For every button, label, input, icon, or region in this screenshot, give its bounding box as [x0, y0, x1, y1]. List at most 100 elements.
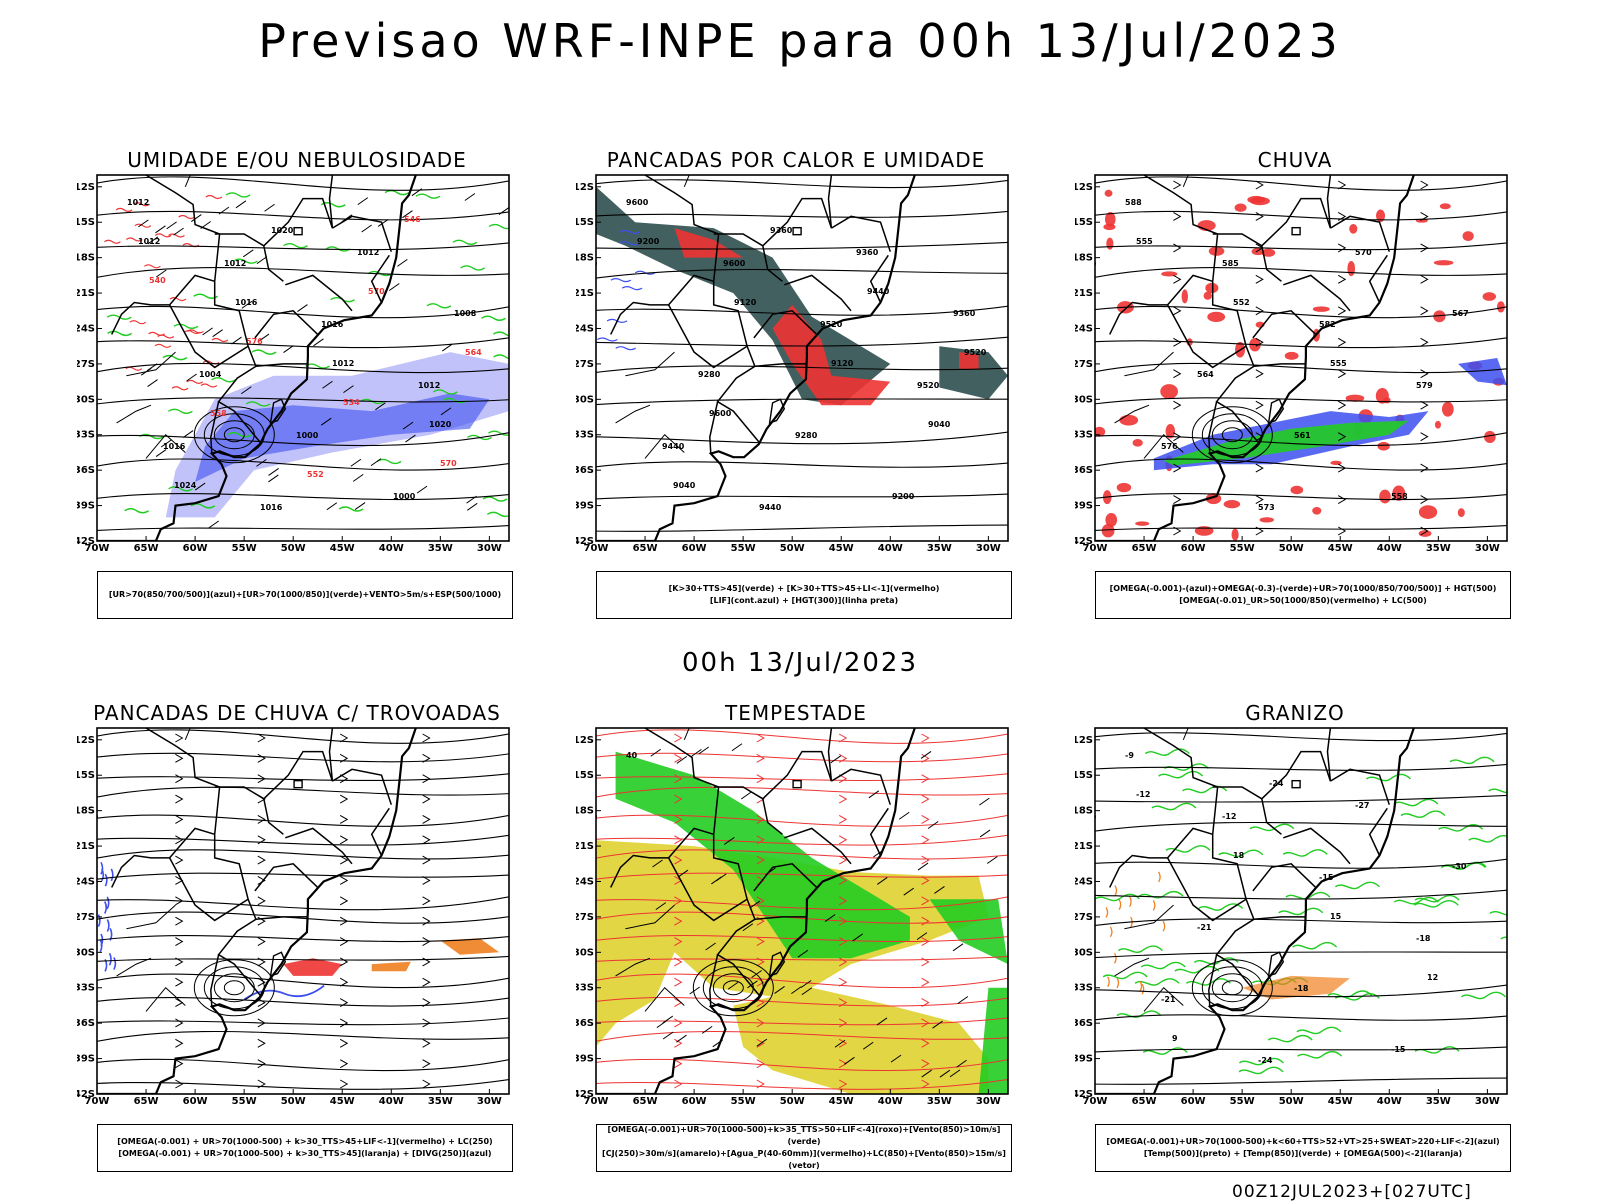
streamline [97, 934, 509, 943]
rain-omega-cell [1392, 485, 1406, 501]
streamline [97, 458, 509, 471]
cyclone-contour [223, 980, 245, 996]
lon-tick-label: 70W [85, 543, 110, 554]
temp-850-contour [1238, 1066, 1284, 1075]
thickness-contour-fragment [154, 233, 172, 238]
wind-vector [956, 1059, 967, 1068]
country-border [1253, 916, 1305, 921]
lon-tick-label: 30W [976, 1096, 1001, 1107]
streamline [97, 973, 509, 989]
strong-instability-offshore [959, 352, 979, 370]
wind-vector [361, 224, 372, 233]
temp-850-contour [1193, 957, 1239, 965]
low-level-humidity-contour [486, 511, 509, 518]
contour-label: 1012 [224, 259, 246, 268]
streamline-arrow [756, 998, 765, 1008]
wind-vector [343, 385, 354, 394]
streamline-arrow [921, 1079, 930, 1089]
omega-500-contour [1152, 900, 1156, 911]
rain-omega-cell [1251, 247, 1265, 256]
wind-vector [774, 986, 785, 994]
wind-vector [313, 338, 324, 347]
country-border [285, 827, 353, 865]
rain-omega-cell [1312, 506, 1322, 515]
lat-tick-label: 15S [576, 217, 594, 228]
streamline-arrow [838, 835, 848, 845]
low-level-humidity-contour [325, 246, 351, 252]
streamline-arrow [1420, 274, 1429, 284]
temp-850-contour [1449, 756, 1495, 765]
low-level-humidity-contour [245, 401, 271, 407]
state-border [116, 404, 152, 424]
streamline-arrow [175, 733, 184, 743]
streamline-arrow [756, 1038, 765, 1048]
streamline-arrow [1255, 180, 1264, 190]
streamline-arrow [756, 1018, 765, 1028]
streamline-arrow [175, 814, 184, 824]
legend-line: [K>30+TTS>45](verde) + [K>30+TTS>45+LI<-… [668, 584, 940, 593]
lat-tick-label: 21S [77, 841, 95, 852]
height-contour [596, 493, 1008, 500]
map-panel-rain: CHUVA 588 585 582 579 576 573 570 567 564 561 558 5… [1075, 148, 1515, 619]
streamline-arrow [674, 896, 683, 906]
wind-vector [656, 1020, 668, 1029]
wind-vector [208, 520, 219, 529]
low-level-humidity-contour [488, 223, 509, 230]
wind-vector [791, 986, 802, 995]
legend-line: [OMEGA(-0.01)_UR>50(1000/850)(vermelho) … [1179, 596, 1427, 605]
map-content: 40 [596, 728, 1008, 1094]
rain-omega-cell [1132, 439, 1143, 447]
streamline-arrow [422, 977, 431, 987]
lat-tick-label: 42S [77, 1089, 95, 1100]
temp-850-contour [1413, 900, 1459, 908]
streamline-arrow [674, 753, 683, 763]
contour-label: 582 [1319, 320, 1336, 329]
country-border [1208, 954, 1218, 1007]
wind-vector [927, 821, 939, 829]
country-border [214, 786, 265, 800]
streamline [596, 752, 1008, 763]
low-level-humidity-contour [173, 323, 199, 330]
lat-tick-label: 36S [576, 465, 594, 476]
state-border [116, 957, 152, 977]
streamline-arrow [921, 998, 930, 1008]
streamline [97, 210, 509, 221]
contour-label: 576 [246, 337, 263, 346]
streamline-arrow [838, 733, 848, 743]
temp-850-contour [1292, 941, 1338, 950]
height-contour [1095, 794, 1507, 803]
streamline [596, 1017, 1008, 1026]
map-hail: -9 -12 -15 -18 -21 -24 -27 -30 -21 -18 -15 -12 18 15 1… [1075, 727, 1508, 1107]
state-border [1143, 433, 1184, 459]
wind-vector [917, 862, 929, 871]
streamline-arrow [339, 835, 349, 845]
lon-tick-label: 45W [829, 1096, 854, 1107]
temp-850-contour [1414, 894, 1460, 903]
wind-vector [921, 1069, 932, 1078]
height-contour [596, 461, 1008, 468]
streamline-arrow [756, 896, 765, 906]
rain-omega-cell [1104, 189, 1113, 197]
strong-instability-field [772, 304, 891, 406]
streamline-arrow [422, 876, 431, 885]
wind-vector [830, 755, 842, 764]
country-border [1330, 215, 1391, 252]
streamline [596, 955, 1008, 962]
streamline [596, 1058, 1008, 1072]
contour-label: 9360 [770, 226, 793, 235]
streamline [1095, 493, 1507, 501]
streamline [97, 242, 509, 251]
streamline-arrow [339, 1018, 349, 1028]
height-contour [596, 336, 1008, 347]
low-level-humidity-contour [107, 330, 133, 337]
streamline-arrow [257, 1038, 266, 1048]
country-border [111, 827, 215, 888]
streamline [97, 752, 509, 763]
streamline-arrow [756, 977, 765, 987]
height-contour [1095, 732, 1507, 742]
streamline-arrow [1173, 432, 1182, 442]
contour-label: 18 [1233, 851, 1245, 860]
wind-vector [903, 887, 914, 896]
country-border [328, 175, 334, 229]
streamline-arrow [921, 957, 930, 967]
